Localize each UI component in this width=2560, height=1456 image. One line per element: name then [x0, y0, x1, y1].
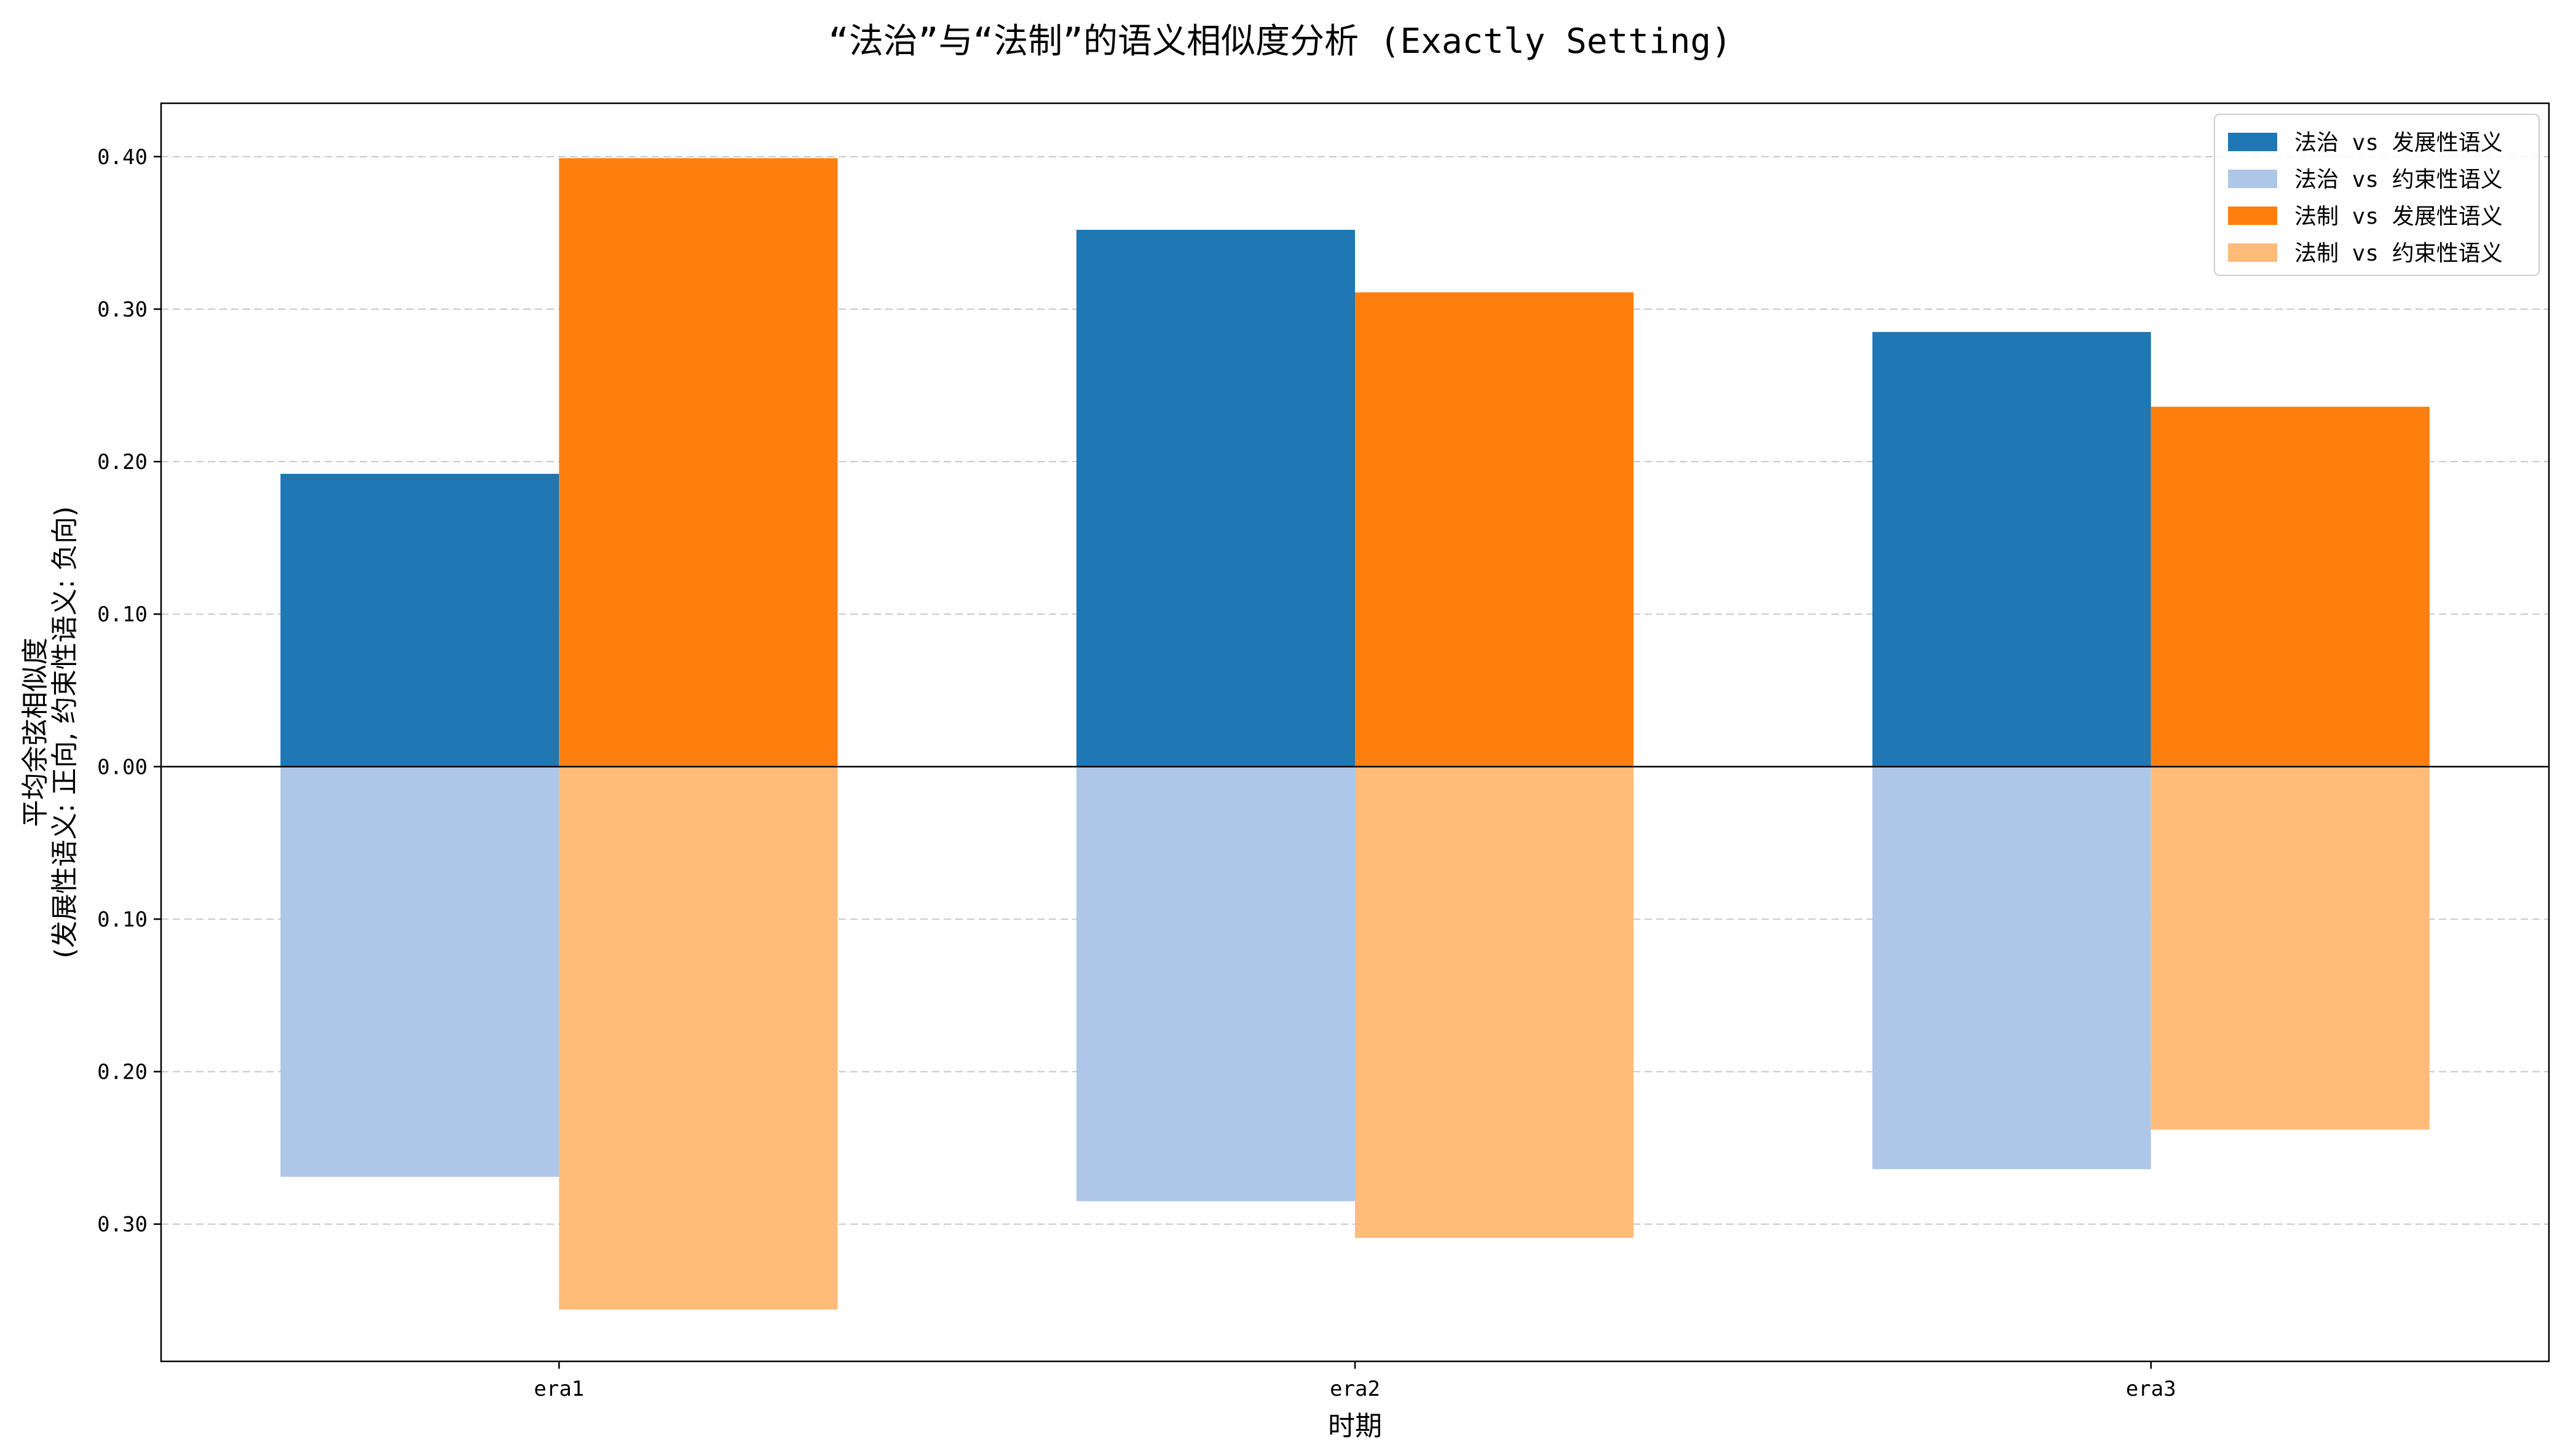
legend-swatch — [2228, 243, 2277, 262]
legend-swatch — [2228, 207, 2277, 225]
legend-swatch — [2228, 170, 2277, 188]
y-tick-label: 0.00 — [97, 755, 148, 779]
bar-era1-series-2 — [280, 766, 559, 1177]
legend-entry: 法制 vs 约束性语义 — [2294, 241, 2503, 266]
bar-era2-series-1 — [1076, 229, 1355, 767]
bar-era1-series-4 — [559, 766, 838, 1310]
chart-title: “法治”与“法制”的语义相似度分析 (Exactly Setting) — [828, 22, 1732, 61]
y-axis-label-line-2: (发展性语义: 正向, 约束性语义: 负向) — [49, 506, 81, 959]
y-tick-label: 0.10 — [97, 602, 148, 627]
y-tick-label: 0.20 — [97, 1060, 148, 1085]
legend-entry: 法制 vs 发展性语义 — [2294, 204, 2503, 229]
axis-labels: 时期 平均余弦相似度 (发展性语义: 正向, 约束性语义: 负向) — [20, 506, 1382, 1442]
x-axis-label: 时期 — [1328, 1411, 1382, 1442]
axes: 0.40 0.30 0.20 0.10 0.00 0.10 0.20 0.30 era1 era2… — [97, 102, 2550, 1401]
legend-box — [2214, 114, 2540, 276]
legend-entry: 法治 vs 约束性语义 — [2294, 167, 2503, 192]
bar-era3-series-3 — [2151, 406, 2430, 767]
y-tick-label: 0.10 — [97, 907, 148, 932]
bar-era2-series-4 — [1355, 766, 1634, 1238]
bars — [280, 158, 2430, 1310]
bar-era2-series-2 — [1076, 766, 1355, 1202]
x-tick-label: era3 — [2126, 1377, 2176, 1401]
bar-era2-series-3 — [1355, 292, 1634, 767]
legend-swatch — [2228, 133, 2277, 151]
bar-era3-series-2 — [1872, 766, 2151, 1170]
y-tick-label: 0.30 — [97, 297, 148, 322]
x-tick-label: era1 — [534, 1377, 584, 1401]
legend-entry: 法治 vs 发展性语义 — [2294, 130, 2503, 155]
x-tick-label: era2 — [1330, 1377, 1380, 1401]
y-tick-label: 0.20 — [97, 450, 148, 474]
bar-era3-series-4 — [2151, 766, 2430, 1130]
bar-era3-series-1 — [1872, 332, 2151, 767]
y-tick-label: 0.40 — [97, 145, 148, 170]
bar-era1-series-3 — [559, 158, 838, 767]
bar-era1-series-1 — [280, 473, 559, 767]
y-axis-label-line-1: 平均余弦相似度 — [20, 638, 51, 827]
y-tick-label: 0.30 — [97, 1213, 148, 1237]
